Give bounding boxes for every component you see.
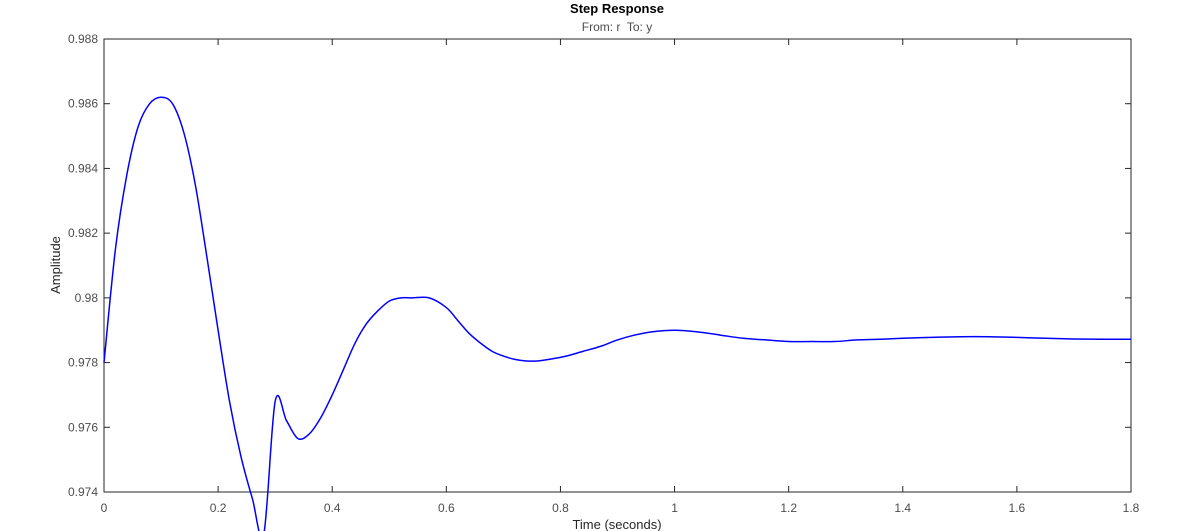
x-tick-label: 0	[101, 501, 108, 515]
y-axis-tick-labels: 0.974 0.976 0.978 0.98 0.982 0.984 0.986 0.988	[68, 32, 98, 499]
plot-area	[103, 38, 1132, 493]
y-tick-label: 0.976	[68, 420, 98, 434]
x-tick-label: 1	[671, 501, 678, 515]
x-axis-label: Time (seconds)	[572, 517, 661, 531]
x-tick-label: 1.2	[780, 501, 797, 515]
x-tick-label: 0.8	[552, 501, 569, 515]
x-tick-label: 1.6	[1009, 501, 1026, 515]
series-line	[103, 96, 1132, 531]
series-group	[103, 96, 1132, 531]
y-tick-label: 0.982	[68, 226, 98, 240]
y-tick-label: 0.986	[68, 97, 98, 111]
x-axis-ticks	[103, 39, 1132, 492]
x-tick-label: 0.6	[438, 501, 455, 515]
y-tick-label: 0.978	[68, 356, 98, 370]
y-axis-label: Amplitude	[48, 236, 63, 294]
y-tick-label: 0.988	[68, 32, 98, 46]
x-tick-label: 0.4	[324, 501, 341, 515]
chart-title: Step Response	[570, 1, 664, 16]
x-tick-label: 1.4	[894, 501, 911, 515]
chart-subtitle: From: r To: y	[582, 20, 652, 34]
x-tick-label: 1.8	[1123, 501, 1140, 515]
x-axis-tick-labels: 0 0.2 0.4 0.6 0.8 1 1.2 1.4 1.6 1.8	[101, 501, 1140, 515]
y-tick-label: 0.974	[68, 485, 98, 499]
x-tick-label: 0.2	[210, 501, 227, 515]
y-tick-label: 0.98	[75, 291, 99, 305]
y-tick-label: 0.984	[68, 161, 98, 175]
y-axis-ticks	[104, 38, 1131, 493]
